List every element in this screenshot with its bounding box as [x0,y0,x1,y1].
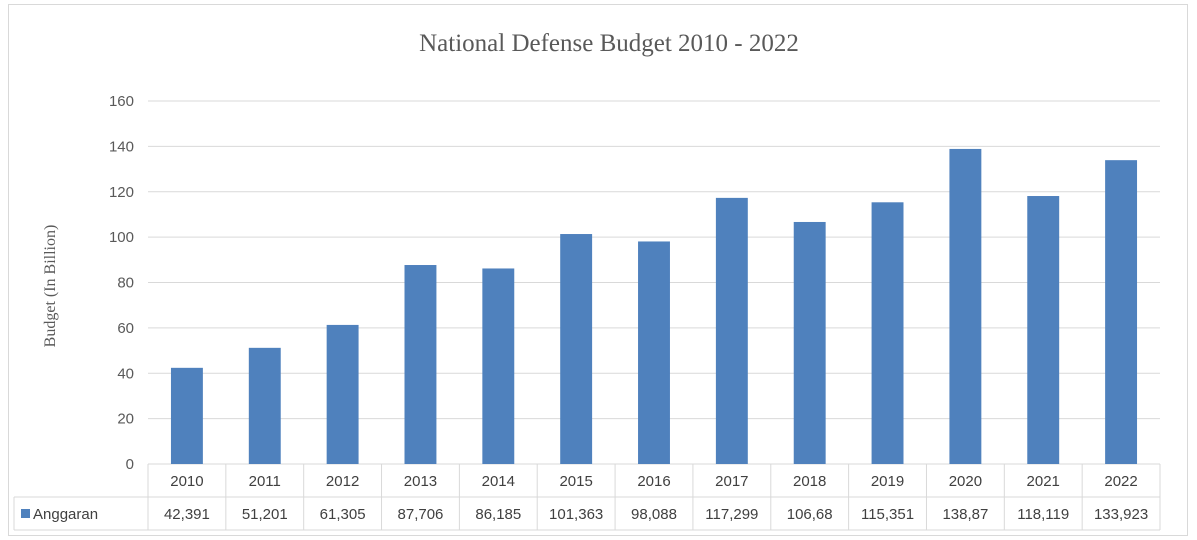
x-tick-label: 2017 [715,473,748,490]
x-tick-label: 2014 [482,473,515,490]
table-value: 98,088 [631,506,677,523]
y-tick-label: 40 [117,365,134,382]
x-tick-label: 2013 [404,473,437,490]
table-value: 101,363 [549,506,603,523]
y-tick-label: 120 [109,184,134,201]
y-tick-label: 140 [109,138,134,155]
x-tick-label: 2020 [949,473,982,490]
table-value: 42,391 [164,506,210,523]
x-tick-label: 2010 [170,473,203,490]
x-tick-label: 2011 [249,473,281,490]
table-value: 61,305 [320,506,366,523]
x-tick-label: 2016 [637,473,670,490]
bar-2014 [482,268,515,464]
x-tick-label: 2022 [1104,473,1137,490]
x-tick-label: 2018 [793,473,826,490]
y-tick-label: 20 [117,411,134,428]
bar-2022 [1105,160,1138,464]
x-tick-label: 2019 [871,473,904,490]
table-value: 117,299 [705,506,758,523]
y-tick-label: 160 [109,93,134,110]
bar-2019 [871,202,904,464]
table-value: 51,201 [242,506,288,523]
chart-title: National Defense Budget 2010 - 2022 [419,30,799,57]
y-tick-label: 100 [109,229,134,246]
bar-2021 [1027,196,1060,464]
bar-2012 [326,324,359,464]
bar-2010 [170,367,203,464]
y-tick-label: 80 [117,275,134,292]
y-tick-label: 0 [126,456,134,473]
table-value: 87,706 [398,506,444,523]
x-tick-label: 2015 [559,473,592,490]
bar-2015 [560,234,593,464]
bar-2013 [404,265,437,464]
table-value: 118,119 [1017,506,1069,523]
table-value: 115,351 [861,506,914,523]
bar-2018 [793,221,826,464]
y-tick-label: 60 [117,320,134,337]
table-value: 138,87 [942,506,988,523]
x-tick-label: 2021 [1027,473,1060,490]
bar-2020 [949,148,982,464]
chart-frame [8,4,1188,536]
bar-2016 [638,241,670,464]
legend-series-name: Anggaran [33,506,98,523]
legend-key [21,509,30,518]
table-value: 106,68 [787,506,833,523]
table-value: 133,923 [1094,506,1148,523]
bar-2011 [248,347,281,464]
bar-2017 [715,197,748,464]
x-tick-label: 2012 [326,473,359,490]
table-value: 86,185 [475,506,521,523]
